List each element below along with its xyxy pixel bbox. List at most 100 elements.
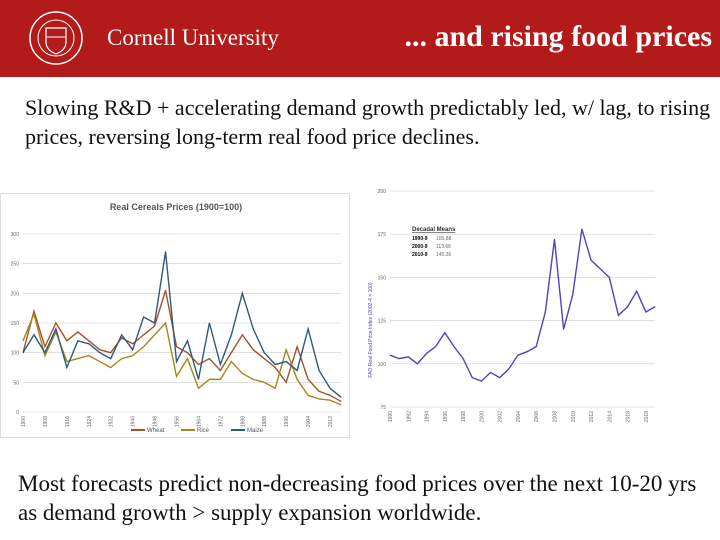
data-point bbox=[608, 276, 610, 278]
chart-title: Real Cereals Prices (1900=100) bbox=[110, 202, 242, 212]
x-tick-label: 1992 bbox=[406, 411, 412, 422]
data-point bbox=[617, 314, 619, 316]
data-point bbox=[274, 387, 276, 389]
data-point bbox=[132, 355, 134, 357]
x-tick-label: 1996 bbox=[443, 411, 449, 422]
data-point bbox=[197, 387, 199, 389]
data-point bbox=[499, 377, 501, 379]
data-point bbox=[285, 361, 287, 363]
series-line-maize bbox=[22, 251, 342, 398]
x-tick-label: 1908 bbox=[43, 416, 49, 427]
data-point bbox=[581, 228, 583, 230]
data-point bbox=[329, 387, 331, 389]
data-point bbox=[121, 334, 123, 336]
university-name: Cornell University bbox=[107, 25, 279, 50]
data-point bbox=[252, 349, 254, 351]
data-point bbox=[197, 364, 199, 366]
legend-label: Wheat bbox=[147, 428, 165, 434]
y-tick-label: 50 bbox=[13, 380, 19, 386]
data-point bbox=[22, 352, 24, 354]
x-tick-label: 2016 bbox=[626, 411, 632, 422]
data-point bbox=[296, 369, 298, 371]
data-point bbox=[340, 404, 342, 406]
data-point bbox=[110, 358, 112, 360]
data-point bbox=[572, 294, 574, 296]
data-point bbox=[526, 351, 528, 353]
data-point bbox=[186, 352, 188, 354]
data-point bbox=[285, 381, 287, 383]
data-point bbox=[110, 367, 112, 368]
data-point bbox=[508, 368, 510, 370]
data-point bbox=[453, 346, 455, 348]
data-point bbox=[389, 354, 391, 356]
data-point bbox=[480, 380, 482, 382]
data-point bbox=[219, 369, 221, 371]
x-tick-label: 2012 bbox=[328, 416, 334, 427]
data-point bbox=[252, 328, 254, 330]
cornell-seal-logo bbox=[29, 11, 83, 65]
data-point bbox=[307, 394, 309, 396]
data-point bbox=[340, 400, 342, 402]
data-point bbox=[329, 399, 331, 401]
data-point bbox=[154, 322, 156, 324]
data-point bbox=[329, 394, 331, 396]
data-point bbox=[197, 378, 199, 380]
x-tick-label: 1940 bbox=[131, 416, 137, 427]
data-point bbox=[208, 358, 210, 360]
data-point bbox=[88, 340, 90, 342]
data-point bbox=[307, 378, 309, 380]
data-point bbox=[627, 306, 629, 308]
fao-food-price-chart: FAO Real Food Price Index (2002-4 = 100)… bbox=[368, 189, 656, 422]
data-point bbox=[471, 377, 473, 379]
data-point bbox=[435, 346, 437, 348]
data-point bbox=[318, 390, 320, 392]
x-tick-label: 1994 bbox=[425, 411, 431, 422]
data-point bbox=[88, 343, 90, 345]
data-point bbox=[55, 328, 57, 330]
x-tick-label: 1980 bbox=[240, 416, 246, 427]
data-point bbox=[263, 352, 265, 354]
data-point bbox=[241, 372, 243, 374]
data-point bbox=[241, 334, 243, 336]
data-point bbox=[143, 316, 145, 318]
data-point bbox=[66, 361, 68, 363]
slide-title: ... and rising food prices bbox=[404, 20, 712, 53]
x-tick-label: 2002 bbox=[498, 411, 504, 422]
data-point bbox=[544, 311, 546, 313]
y-tick-label: 100 bbox=[11, 351, 20, 357]
series-line-index bbox=[389, 228, 656, 382]
x-tick-label: 1998 bbox=[461, 411, 467, 422]
data-point bbox=[318, 398, 320, 400]
data-point bbox=[165, 251, 167, 253]
data-point bbox=[88, 355, 90, 357]
data-point bbox=[186, 340, 188, 342]
legend-title: Decadal Means bbox=[412, 227, 456, 233]
data-point bbox=[33, 313, 35, 315]
y-tick-label: 150 bbox=[11, 321, 20, 327]
data-point bbox=[77, 358, 79, 360]
y-tick-label: 200 bbox=[378, 189, 387, 195]
data-point bbox=[165, 322, 167, 324]
data-point bbox=[176, 361, 178, 363]
data-point bbox=[535, 346, 537, 348]
data-point bbox=[154, 325, 156, 327]
data-point bbox=[99, 361, 101, 363]
data-point bbox=[416, 363, 418, 365]
y-tick-label: 175 bbox=[378, 232, 387, 238]
x-tick-label: 1972 bbox=[218, 416, 224, 427]
data-point bbox=[645, 311, 647, 313]
y-tick-label: 100 bbox=[378, 362, 387, 368]
data-point bbox=[599, 268, 601, 270]
data-point bbox=[186, 358, 188, 360]
data-point bbox=[121, 358, 123, 360]
x-tick-label: 1964 bbox=[196, 416, 202, 427]
data-point bbox=[55, 322, 57, 324]
data-point bbox=[121, 337, 123, 339]
data-point bbox=[407, 356, 409, 358]
data-point bbox=[426, 352, 428, 354]
data-point bbox=[77, 340, 79, 342]
data-point bbox=[462, 358, 464, 360]
x-tick-label: 2004 bbox=[516, 411, 522, 422]
x-tick-label: 2000 bbox=[479, 411, 485, 422]
y-tick-label: 150 bbox=[378, 275, 387, 281]
